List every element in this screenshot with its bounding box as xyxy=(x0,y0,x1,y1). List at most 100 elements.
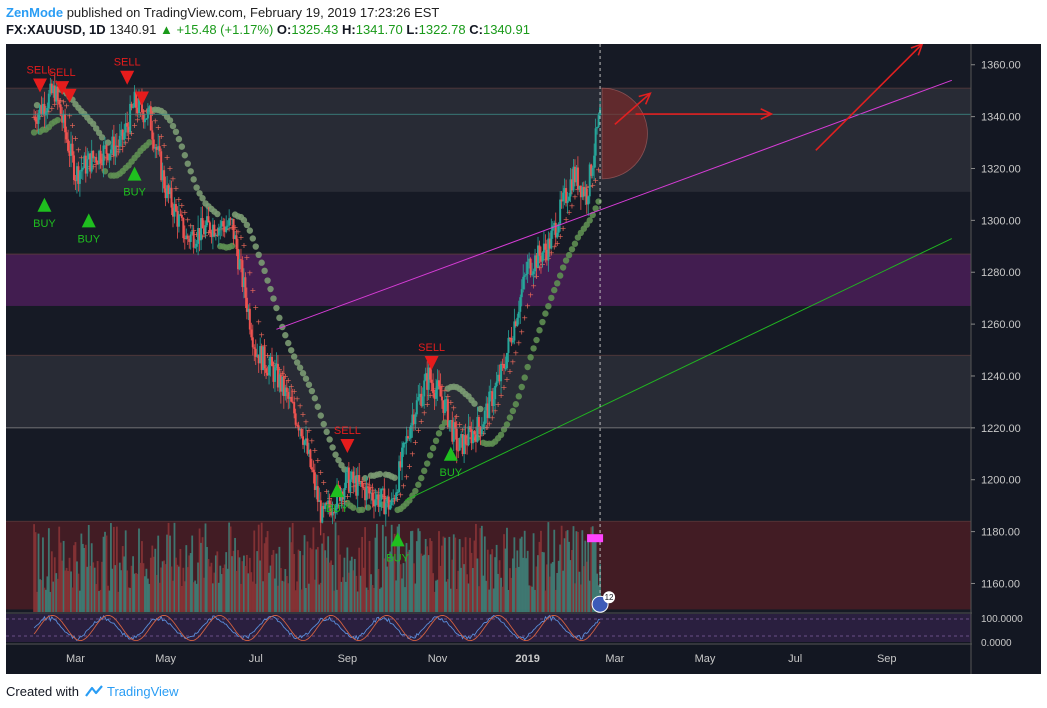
candle-body xyxy=(43,103,46,116)
volume-bar xyxy=(529,585,532,612)
candle-body xyxy=(367,486,370,488)
open-label: O: xyxy=(276,22,292,37)
candle-body xyxy=(118,135,121,147)
volume-bar xyxy=(463,564,466,612)
sma-dot xyxy=(181,152,189,159)
sma-dot xyxy=(497,431,505,439)
osc-tick-label: 0.0000 xyxy=(981,638,1012,649)
volume-bar xyxy=(418,531,421,612)
volume-bar xyxy=(135,573,137,612)
candle-body xyxy=(364,488,367,501)
candle-body xyxy=(300,428,303,437)
volume-bar xyxy=(551,562,554,612)
volume-bar xyxy=(581,530,584,612)
volume-bar xyxy=(232,550,235,612)
sma-cross: + xyxy=(161,141,168,150)
volume-bar xyxy=(121,546,124,612)
sma-cross: + xyxy=(379,492,386,501)
sma-dot xyxy=(412,487,419,495)
volume-bar xyxy=(300,589,303,612)
x-tick-label: Mar xyxy=(605,653,624,665)
candle-body xyxy=(65,132,68,140)
candle-body xyxy=(532,271,535,275)
sma-dot xyxy=(172,128,180,136)
candle-body xyxy=(180,215,183,218)
y-tick-label: 1280.00 xyxy=(981,267,1021,279)
candle-body xyxy=(356,475,359,496)
sma-cross: + xyxy=(181,208,188,217)
candle-body xyxy=(189,234,192,242)
volume-bar xyxy=(136,573,139,612)
candle-body xyxy=(398,461,401,493)
buy-label: BUY xyxy=(386,552,409,564)
candle-body xyxy=(582,187,585,197)
volume-bar xyxy=(297,549,300,612)
candle-body xyxy=(34,116,37,122)
tradingview-link[interactable]: TradingView xyxy=(106,683,179,699)
sma-cross: + xyxy=(412,438,419,447)
volume-bar xyxy=(50,551,53,612)
candle-body xyxy=(383,488,386,515)
candle-body xyxy=(412,414,415,425)
candle-body xyxy=(145,118,148,120)
volume-bar xyxy=(279,568,282,612)
candle-body xyxy=(443,399,446,413)
candle-body xyxy=(319,500,322,523)
candle-body xyxy=(435,389,438,399)
candle-body xyxy=(40,105,43,115)
candle-body xyxy=(535,255,538,268)
candle-body xyxy=(253,347,256,349)
volume-bar xyxy=(163,560,166,612)
candle-body xyxy=(186,235,189,239)
candle-body xyxy=(296,424,299,426)
volume-bar xyxy=(33,524,35,612)
sma-cross: + xyxy=(560,224,567,233)
candle-body xyxy=(568,196,571,201)
volume-bar xyxy=(410,531,412,612)
volume-bar xyxy=(538,541,541,612)
sma-dot xyxy=(554,280,561,287)
volume-bar xyxy=(510,577,513,612)
sma-dot xyxy=(332,451,339,458)
sell-triangle-icon xyxy=(424,356,439,371)
volume-bar xyxy=(226,568,229,612)
sma-cross: + xyxy=(397,490,404,499)
sma-cross: + xyxy=(252,303,259,312)
sma-dot xyxy=(376,470,384,478)
candle-body xyxy=(93,157,96,159)
candle-body xyxy=(408,438,411,440)
volume-bar xyxy=(231,556,234,612)
candle-body xyxy=(566,200,569,204)
candle-body xyxy=(355,477,358,496)
volume-bar xyxy=(519,538,522,612)
candle-body xyxy=(406,436,409,439)
candle-body xyxy=(501,363,504,365)
candle-body xyxy=(214,234,217,237)
author-link[interactable]: ZenMode xyxy=(6,5,64,20)
candle-body xyxy=(433,393,436,399)
volume-bar xyxy=(460,567,463,612)
sma-dot xyxy=(184,160,191,167)
volume-bar xyxy=(469,537,471,612)
volume-bar xyxy=(563,538,566,612)
sma-cross: + xyxy=(536,264,543,273)
sma-cross: + xyxy=(569,201,576,210)
volume-bar xyxy=(237,550,239,612)
sma-cross: + xyxy=(471,436,478,445)
sma-cross: + xyxy=(415,426,422,435)
volume-bar xyxy=(585,561,588,612)
candle-body xyxy=(427,367,430,390)
candle-body xyxy=(399,461,402,468)
candle-body xyxy=(330,507,333,516)
price-chart[interactable]: ++++++++++++++++ ++ + +++++++++++++++++++++… xyxy=(6,44,1041,674)
candle-body xyxy=(104,145,107,147)
sma-dot xyxy=(314,403,322,410)
last-price: 1340.91 xyxy=(109,22,157,37)
footer: Created with TradingView xyxy=(6,682,179,700)
candle-body xyxy=(81,167,84,170)
volume-bar xyxy=(223,564,226,612)
candle-body xyxy=(368,487,371,494)
volume-bar xyxy=(444,537,446,612)
buy-label: BUY xyxy=(440,467,463,479)
sma-cross: + xyxy=(456,420,463,429)
